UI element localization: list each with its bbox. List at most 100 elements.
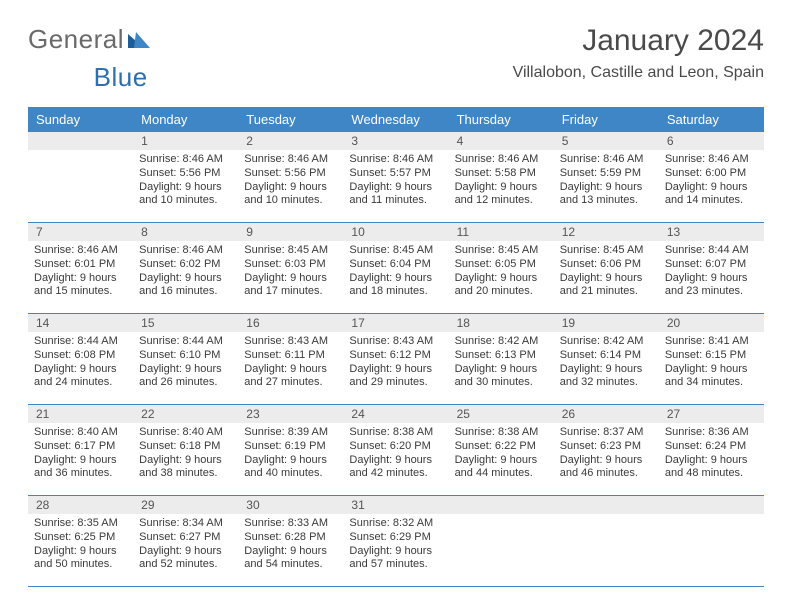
day-cell: Sunrise: 8:45 AMSunset: 6:06 PMDaylight:… bbox=[554, 241, 659, 313]
day-number-row: 28293031 bbox=[28, 496, 764, 514]
sunset-text: Sunset: 6:19 PM bbox=[244, 440, 337, 454]
day-number: 5 bbox=[554, 132, 659, 150]
daylight-text: and 26 minutes. bbox=[139, 376, 232, 390]
week-group: 21222324252627 Sunrise: 8:40 AM Sunset: 6:… bbox=[28, 405, 764, 496]
sunrise-text: Sunrise: 8:46 AM bbox=[455, 153, 548, 167]
daylight-text: Daylight: 9 hours bbox=[665, 272, 758, 286]
daylight-text: and 44 minutes. bbox=[455, 467, 548, 481]
daylight-text: Daylight: 9 hours bbox=[139, 363, 232, 377]
day-cell: Sunrise: 8:44 AMSunset: 6:10 PMDaylight:… bbox=[133, 332, 238, 404]
day-number bbox=[554, 496, 659, 514]
weekday-header: Wednesday bbox=[343, 107, 448, 132]
daylight-text: Daylight: 9 hours bbox=[244, 454, 337, 468]
day-cell: Sunrise: 8:44 AMSunset: 6:08 PMDaylight:… bbox=[28, 332, 133, 404]
day-cell: Sunrise: 8:34 AMSunset: 6:27 PMDaylight:… bbox=[133, 514, 238, 586]
daylight-text: Daylight: 9 hours bbox=[244, 181, 337, 195]
day-number: 9 bbox=[238, 223, 343, 241]
daylight-text: and 50 minutes. bbox=[34, 558, 127, 572]
week-group: 123456Sunrise: 8:46 AMSunset: 5:56 PMDay… bbox=[28, 132, 764, 223]
day-cell: Sunrise: 8:46 AMSunset: 6:00 PMDaylight:… bbox=[659, 150, 764, 222]
day-cell: Sunrise: 8:46 AMSunset: 5:57 PMDaylight:… bbox=[343, 150, 448, 222]
day-cell: Sunrise: 8:41 AMSunset: 6:15 PMDaylight:… bbox=[659, 332, 764, 404]
day-number bbox=[659, 496, 764, 514]
day-number: 13 bbox=[659, 223, 764, 241]
sunset-text: Sunset: 5:57 PM bbox=[349, 167, 442, 181]
daylight-text: and 54 minutes. bbox=[244, 558, 337, 572]
day-number: 29 bbox=[133, 496, 238, 514]
daylight-text: and 27 minutes. bbox=[244, 376, 337, 390]
day-cell: Sunrise: 8:46 AMSunset: 5:56 PMDaylight:… bbox=[238, 150, 343, 222]
sunset-text: Sunset: 6:24 PM bbox=[665, 440, 758, 454]
sunrise-text: Sunrise: 8:33 AM bbox=[244, 517, 337, 531]
day-cell bbox=[554, 514, 659, 586]
sunrise-text: Sunrise: 8:45 AM bbox=[349, 244, 442, 258]
sunset-text: Sunset: 6:20 PM bbox=[349, 440, 442, 454]
daylight-text: and 34 minutes. bbox=[665, 376, 758, 390]
day-number: 25 bbox=[449, 405, 554, 423]
sunrise-text: Sunrise: 8:42 AM bbox=[455, 335, 548, 349]
daylight-text: and 11 minutes. bbox=[349, 194, 442, 208]
daylight-text: Daylight: 9 hours bbox=[455, 181, 548, 195]
day-number bbox=[28, 132, 133, 150]
day-cell: Sunrise: 8:43 AMSunset: 6:11 PMDaylight:… bbox=[238, 332, 343, 404]
sunrise-text: Sunrise: 8:43 AM bbox=[244, 335, 337, 349]
day-cell: Sunrise: 8:45 AMSunset: 6:05 PMDaylight:… bbox=[449, 241, 554, 313]
sunset-text: Sunset: 6:27 PM bbox=[139, 531, 232, 545]
week-row: Sunrise: 8:35 AMSunset: 6:25 PMDaylight:… bbox=[28, 514, 764, 586]
location: Villalobon, Castille and Leon, Spain bbox=[513, 64, 764, 82]
sunrise-text: Sunrise: 8:46 AM bbox=[560, 153, 653, 167]
day-cell: Sunrise: 8:44 AMSunset: 6:07 PMDaylight:… bbox=[659, 241, 764, 313]
day-number: 22 bbox=[133, 405, 238, 423]
sunrise-text: Sunrise: 8:43 AM bbox=[349, 335, 442, 349]
daylight-text: Daylight: 9 hours bbox=[349, 272, 442, 286]
daylight-text: Daylight: 9 hours bbox=[34, 272, 127, 286]
day-cell: Sunrise: 8:46 AMSunset: 5:58 PMDaylight:… bbox=[449, 150, 554, 222]
daylight-text: Daylight: 9 hours bbox=[244, 545, 337, 559]
daylight-text: and 23 minutes. bbox=[665, 285, 758, 299]
sunrise-text: Sunrise: 8:46 AM bbox=[349, 153, 442, 167]
calendar: Sunday Monday Tuesday Wednesday Thursday… bbox=[28, 107, 764, 587]
sunset-text: Sunset: 6:02 PM bbox=[139, 258, 232, 272]
sunrise-text: Sunrise: 8:40 AM bbox=[34, 426, 127, 440]
daylight-text: and 57 minutes. bbox=[349, 558, 442, 572]
day-number: 6 bbox=[659, 132, 764, 150]
daylight-text: Daylight: 9 hours bbox=[560, 181, 653, 195]
sunrise-text: Sunrise: 8:44 AM bbox=[665, 244, 758, 258]
day-cell: Sunrise: 8:37 AMSunset: 6:23 PMDaylight:… bbox=[554, 423, 659, 495]
sunrise-text: Sunrise: 8:45 AM bbox=[455, 244, 548, 258]
sunrise-text: Sunrise: 8:38 AM bbox=[455, 426, 548, 440]
daylight-text: Daylight: 9 hours bbox=[455, 272, 548, 286]
daylight-text: and 14 minutes. bbox=[665, 194, 758, 208]
sunrise-text: Sunrise: 8:46 AM bbox=[139, 153, 232, 167]
sunset-text: Sunset: 6:15 PM bbox=[665, 349, 758, 363]
sunset-text: Sunset: 6:07 PM bbox=[665, 258, 758, 272]
daylight-text: and 10 minutes. bbox=[139, 194, 232, 208]
week-row: Sunrise: 8:44 AMSunset: 6:08 PMDaylight:… bbox=[28, 332, 764, 404]
day-number-row: 21222324252627 bbox=[28, 405, 764, 423]
daylight-text: and 46 minutes. bbox=[560, 467, 653, 481]
daylight-text: and 42 minutes. bbox=[349, 467, 442, 481]
daylight-text: and 48 minutes. bbox=[665, 467, 758, 481]
weekday-header: Saturday bbox=[659, 107, 764, 132]
day-cell: Sunrise: 8:42 AMSunset: 6:13 PMDaylight:… bbox=[449, 332, 554, 404]
daylight-text: Daylight: 9 hours bbox=[349, 454, 442, 468]
day-number-row: 14151617181920 bbox=[28, 314, 764, 332]
daylight-text: Daylight: 9 hours bbox=[665, 363, 758, 377]
sunset-text: Sunset: 6:10 PM bbox=[139, 349, 232, 363]
day-number: 12 bbox=[554, 223, 659, 241]
day-number: 2 bbox=[238, 132, 343, 150]
daylight-text: Daylight: 9 hours bbox=[139, 545, 232, 559]
daylight-text: and 15 minutes. bbox=[34, 285, 127, 299]
daylight-text: Daylight: 9 hours bbox=[34, 363, 127, 377]
sunrise-text: Sunrise: 8:45 AM bbox=[560, 244, 653, 258]
logo: General bbox=[28, 24, 152, 55]
weekday-header: Friday bbox=[554, 107, 659, 132]
day-cell: Sunrise: 8:38 AMSunset: 6:20 PMDaylight:… bbox=[343, 423, 448, 495]
day-number: 10 bbox=[343, 223, 448, 241]
weekday-header: Tuesday bbox=[238, 107, 343, 132]
sunset-text: Sunset: 6:08 PM bbox=[34, 349, 127, 363]
day-number: 16 bbox=[238, 314, 343, 332]
sunset-text: Sunset: 6:06 PM bbox=[560, 258, 653, 272]
daylight-text: Daylight: 9 hours bbox=[139, 181, 232, 195]
sunset-text: Sunset: 6:05 PM bbox=[455, 258, 548, 272]
